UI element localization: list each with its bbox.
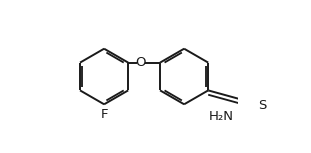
Text: O: O [136, 56, 146, 69]
Text: H₂N: H₂N [209, 110, 234, 123]
Text: S: S [258, 99, 266, 112]
Text: F: F [100, 108, 108, 121]
